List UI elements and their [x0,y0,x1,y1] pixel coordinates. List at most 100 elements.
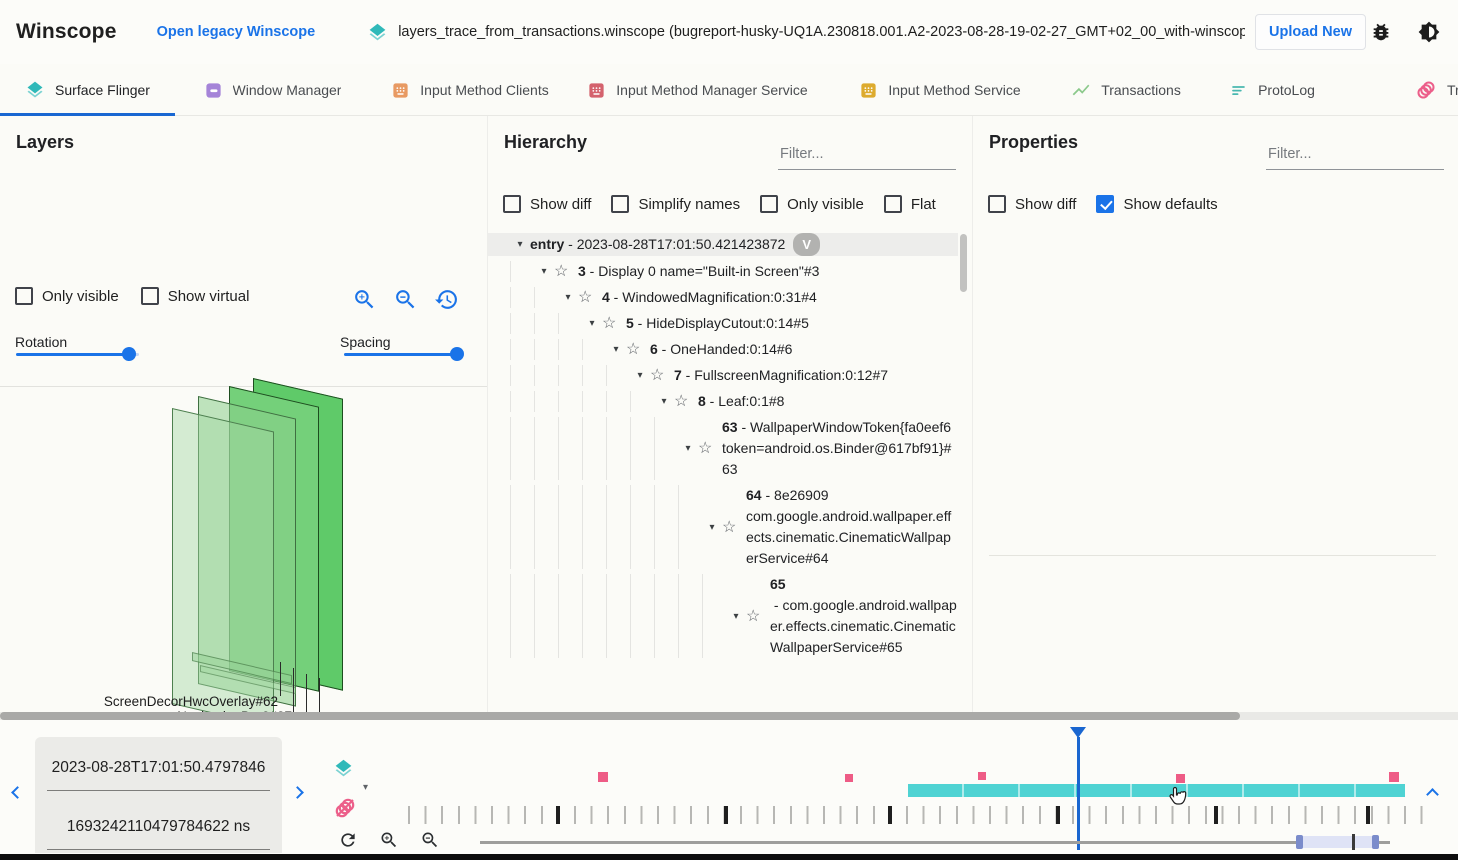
hierarchy-title: Hierarchy [504,132,588,152]
dark-mode-toggle-icon[interactable] [1416,19,1442,45]
surface-flinger-trace-icon[interactable] [333,758,357,784]
ns-timestamp-field[interactable] [47,804,270,850]
hierarchy-panel: Hierarchy Show diff Simplify names Only … [487,116,972,713]
tree-node[interactable]: ▾ ☆ 7 - FullscreenMagnification:0:12#7 [488,365,958,386]
major-tick [1214,806,1218,824]
trace-dropdown-caret[interactable]: ▾ [363,782,369,793]
expand-arrow-icon[interactable]: ▾ [541,266,547,277]
expand-arrow-icon[interactable]: ▾ [685,443,691,454]
tab-transactions[interactable]: Transactions [1055,64,1197,116]
major-tick [888,806,892,824]
tree-node[interactable]: ▾ ☆ 63 - WallpaperWindowToken{fa0eef6 tok… [488,417,958,480]
collapse-timeline-chevron[interactable] [1426,788,1439,801]
reset-view-history-icon[interactable] [434,287,459,312]
ns-timestamp-input[interactable] [47,817,270,836]
timeline-marker[interactable] [978,772,986,780]
timeline-cursor-line[interactable] [1077,737,1080,850]
tree-node[interactable]: ▾ ☆ 8 - Leaf:0:1#8 [488,391,958,412]
expand-arrow-icon[interactable]: ▾ [661,396,667,407]
tree-node[interactable]: ▾ ☆ 64 - 8e26909 com.google.android.wallp… [488,485,958,569]
star-icon[interactable]: ☆ [626,341,641,358]
tab-input-method-manager-service[interactable]: Input Method Manager Service [570,64,825,116]
transitions-trace-disabled-icon[interactable] [333,796,357,825]
timeline-range-track[interactable] [480,841,1390,844]
rotation-slider-thumb[interactable] [122,347,136,361]
scrollbar-thumb[interactable] [0,712,1240,720]
layers-3d-view[interactable]: ScreenDecorHwcOverlay#62 NavigationBar0#… [0,271,487,713]
zoom-in-icon[interactable] [352,287,377,312]
timeline-zoom-out-icon[interactable] [420,830,440,850]
expand-arrow-icon[interactable]: ▾ [613,344,619,355]
tree-node[interactable]: ▾ ☆ 6 - OneHanded:0:14#6 [488,339,958,360]
star-icon[interactable]: ☆ [674,393,689,410]
tab-protolog[interactable]: ProtoLog [1197,64,1347,116]
simplify-names-checkbox[interactable]: Simplify names [611,195,740,213]
timeline-marker[interactable] [598,772,608,782]
refresh-icon[interactable] [338,830,358,850]
timeline-cursor-head[interactable] [1070,727,1086,738]
expand-arrow-icon[interactable]: ▾ [589,318,595,329]
tab-input-method-clients[interactable]: Input Method Clients [370,64,570,116]
layers-title: Layers [16,132,75,152]
spacing-slider-thumb[interactable] [450,347,464,361]
tab-input-method-service[interactable]: Input Method Service [825,64,1055,116]
only-visible-checkbox[interactable]: Only visible [760,195,864,213]
properties-panel: Properties Show diff Show defaults [972,116,1458,713]
show-diff-checkbox[interactable]: Show diff [988,195,1076,213]
show-diff-checkbox[interactable]: Show diff [503,195,591,213]
flat-checkbox[interactable]: Flat [883,195,936,213]
report-bug-icon[interactable] [1368,19,1394,45]
tree-node[interactable]: ▾ ☆ 65 - com.google.android.wallpaper.eff… [488,574,958,658]
tab-surface-flinger[interactable]: Surface Flinger [0,64,175,116]
label-connector-line [306,674,307,713]
expand-arrow-icon[interactable]: ▾ [733,610,739,622]
star-icon[interactable]: ☆ [602,315,617,332]
trace-selector: ▾ [333,758,368,825]
star-icon[interactable]: ☆ [722,518,737,536]
show-defaults-checkbox[interactable]: Show defaults [1096,195,1218,213]
properties-filter-input[interactable] [1266,142,1444,170]
rotation-slider-track[interactable] [16,353,129,356]
hierarchy-filter-input[interactable] [778,142,956,170]
range-handle-left[interactable] [1296,835,1303,849]
major-tick [1056,806,1060,824]
open-legacy-winscope-link[interactable]: Open legacy Winscope [156,24,316,40]
upload-new-button[interactable]: Upload New [1255,14,1366,50]
tree-node-entry[interactable]: ▾ entry - 2023-08-28T17:01:50.421423872 V [488,233,958,256]
tree-node[interactable]: ▾ ☆ 4 - WindowedMagnification:0:31#4 [488,287,958,308]
timeline-marker[interactable] [845,774,853,782]
star-icon[interactable]: ☆ [650,367,665,384]
tree-node[interactable]: ▾ ☆ 3 - Display 0 name="Built-in Screen"#… [488,261,958,282]
v-badge: V [793,233,820,256]
only-visible-checkbox[interactable]: Only visible [15,287,119,305]
timeline-marker[interactable] [1389,772,1399,782]
star-icon[interactable]: ☆ [698,440,713,457]
expand-arrow-icon[interactable]: ▾ [637,370,643,381]
expand-arrow-icon[interactable]: ▾ [709,521,715,533]
trace-activity-band[interactable] [908,784,1405,797]
hierarchy-scrollbar-thumb[interactable] [960,234,967,292]
expand-arrow-icon[interactable]: ▾ [565,292,571,303]
star-icon[interactable]: ☆ [554,263,569,280]
previous-entry-chevron[interactable] [11,786,24,799]
star-icon[interactable]: ☆ [746,607,761,625]
timeline-range-selection[interactable] [1300,836,1378,848]
human-timestamp-input[interactable] [47,758,270,777]
tab-transitions[interactable]: Transitions [1409,64,1458,116]
timeline-ruler[interactable] [408,806,1428,824]
expand-arrow-icon[interactable]: ▾ [517,239,523,250]
main-horizontal-scrollbar[interactable] [0,712,1458,720]
timeline-zoom-in-icon[interactable] [379,830,399,850]
next-entry-chevron[interactable] [291,786,304,799]
human-timestamp-field[interactable] [47,745,270,791]
spacing-slider-track[interactable] [344,353,456,356]
tree-node[interactable]: ▾ ☆ 5 - HideDisplayCutout:0:14#5 [488,313,958,334]
range-handle-right[interactable] [1372,835,1379,849]
timeline-marker[interactable] [1176,774,1185,783]
zoom-out-icon[interactable] [393,287,418,312]
tab-window-manager[interactable]: Window Manager [175,64,370,116]
checkbox-box [15,287,33,305]
star-icon[interactable]: ☆ [578,289,593,306]
show-virtual-checkbox[interactable]: Show virtual [140,287,249,305]
